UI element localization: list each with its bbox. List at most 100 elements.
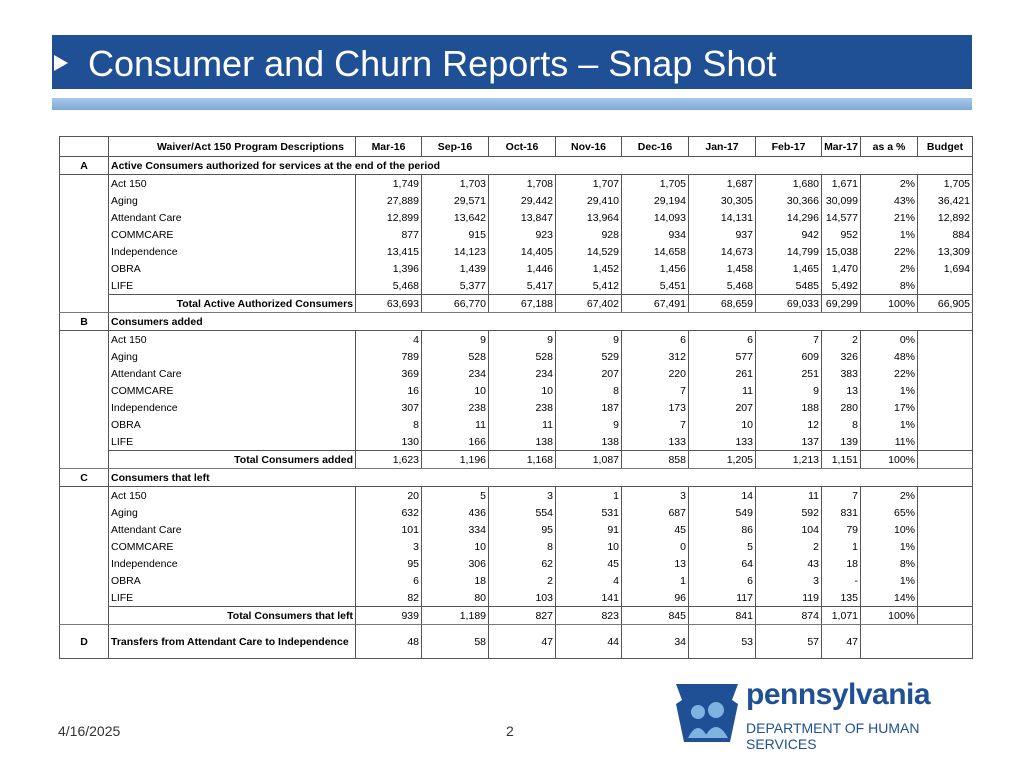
value-cell: 12,899 xyxy=(355,209,422,226)
table-row: Act 150 1,749 1,703 1,708 1,707 1,705 1,687 1,6… xyxy=(59,174,973,192)
value-cell: 8 xyxy=(555,382,622,399)
total-row: Total Consumers added 1,623 1,196 1,168 1,08… xyxy=(59,450,973,469)
value-cell: 45 xyxy=(621,521,689,538)
row-label: OBRA xyxy=(108,572,356,589)
table-row: Act 150 20 5 3 1 3 14 11 7 2% xyxy=(59,486,973,504)
letter-cell xyxy=(59,330,109,348)
value-cell: 7 xyxy=(621,382,689,399)
value-cell: 1,456 xyxy=(621,260,689,277)
value-cell: 34 xyxy=(621,624,689,659)
header-month: Oct-16 xyxy=(488,136,556,157)
value-cell: 14,131 xyxy=(688,209,756,226)
value-cell: 11 xyxy=(688,382,756,399)
value-cell: 11 xyxy=(755,486,822,504)
value-cell: 1 xyxy=(621,572,689,589)
budget-cell xyxy=(917,538,973,555)
value-cell: 10 xyxy=(688,416,756,433)
value-cell: 14,296 xyxy=(755,209,822,226)
letter-cell xyxy=(59,174,109,192)
value-cell: 609 xyxy=(755,348,822,365)
value-cell: 858 xyxy=(621,450,689,469)
value-cell: 234 xyxy=(421,365,489,382)
value-cell: 874 xyxy=(755,606,822,625)
value-cell: 95 xyxy=(488,521,556,538)
value-cell: 9 xyxy=(755,382,822,399)
letter-cell xyxy=(59,606,109,625)
value-cell: 138 xyxy=(555,433,622,451)
letter-cell xyxy=(59,277,109,295)
table-row: LIFE 5,468 5,377 5,417 5,412 5,451 5,468 5485 5,… xyxy=(59,277,973,295)
value-cell: 10 xyxy=(421,538,489,555)
value-cell: 5,492 xyxy=(821,277,861,295)
budget-cell: 12,892 xyxy=(917,209,973,226)
row-label: LIFE xyxy=(108,433,356,451)
value-cell: 1,671 xyxy=(821,174,861,192)
percent-cell: 1% xyxy=(860,416,918,433)
value-cell: 207 xyxy=(555,365,622,382)
value-cell: 67,402 xyxy=(555,294,622,313)
value-cell: 137 xyxy=(755,433,822,451)
value-cell: 5,451 xyxy=(621,277,689,295)
value-cell: 1,213 xyxy=(755,450,822,469)
total-row: Total Active Authorized Consumers 63,693 6… xyxy=(59,294,973,313)
row-label: COMMCARE xyxy=(108,226,356,243)
value-cell: 1,452 xyxy=(555,260,622,277)
percent-cell: 0% xyxy=(860,330,918,348)
value-cell: 326 xyxy=(821,348,861,365)
value-cell: 67,491 xyxy=(621,294,689,313)
row-label: LIFE xyxy=(108,589,356,607)
header-budget: Budget xyxy=(917,136,973,157)
section-letter: C xyxy=(59,468,109,487)
header-month: Nov-16 xyxy=(555,136,622,157)
value-cell: 45 xyxy=(555,555,622,572)
value-cell: 6 xyxy=(688,572,756,589)
value-cell: 13,642 xyxy=(421,209,489,226)
value-cell: 5,468 xyxy=(688,277,756,295)
table-row: Independence 13,415 14,123 14,405 14,529 14,6… xyxy=(59,243,973,260)
value-cell: 53 xyxy=(688,624,756,659)
value-cell: 14,577 xyxy=(821,209,861,226)
letter-cell xyxy=(59,260,109,277)
value-cell: 29,194 xyxy=(621,192,689,209)
letter-cell xyxy=(59,572,109,589)
percent-cell: 65% xyxy=(860,504,918,521)
section-row: A Active Consumers authorized for service… xyxy=(59,156,973,175)
value-cell: 47 xyxy=(821,624,861,659)
value-cell: 138 xyxy=(488,433,556,451)
header-month: Mar-17 xyxy=(821,136,861,157)
value-cell: 220 xyxy=(621,365,689,382)
letter-cell xyxy=(59,504,109,521)
value-cell: 261 xyxy=(688,365,756,382)
table-row: Aging 632 436 554 531 687 549 592 831 65% xyxy=(59,504,973,521)
row-label: Independence xyxy=(108,555,356,572)
value-cell: 91 xyxy=(555,521,622,538)
budget-cell: 13,309 xyxy=(917,243,973,260)
value-cell: 29,571 xyxy=(421,192,489,209)
budget-cell xyxy=(917,399,973,416)
value-cell: 334 xyxy=(421,521,489,538)
table-row: Attendant Care 101 334 95 91 45 86 104 79 10% xyxy=(59,521,973,538)
percent-cell: 11% xyxy=(860,433,918,451)
value-cell: 827 xyxy=(488,606,556,625)
value-cell: 166 xyxy=(421,433,489,451)
budget-cell xyxy=(917,521,973,538)
value-cell: 64 xyxy=(688,555,756,572)
value-cell: 312 xyxy=(621,348,689,365)
value-cell: 9 xyxy=(421,330,489,348)
budget-cell xyxy=(917,365,973,382)
value-cell: 44 xyxy=(555,624,622,659)
value-cell: 1,680 xyxy=(755,174,822,192)
value-cell: 14,673 xyxy=(688,243,756,260)
value-cell: 306 xyxy=(421,555,489,572)
value-cell: 1,687 xyxy=(688,174,756,192)
value-cell: 58 xyxy=(421,624,489,659)
row-label: Attendant Care xyxy=(108,209,356,226)
table-row: Independence 95 306 62 45 13 64 43 18 8% xyxy=(59,555,973,572)
value-cell: 2 xyxy=(488,572,556,589)
value-cell: 1,623 xyxy=(355,450,422,469)
table-row: OBRA 8 11 11 9 7 10 12 8 1% xyxy=(59,416,973,433)
row-label: OBRA xyxy=(108,260,356,277)
value-cell: 5485 xyxy=(755,277,822,295)
value-cell: 1,168 xyxy=(488,450,556,469)
value-cell: 5,377 xyxy=(421,277,489,295)
